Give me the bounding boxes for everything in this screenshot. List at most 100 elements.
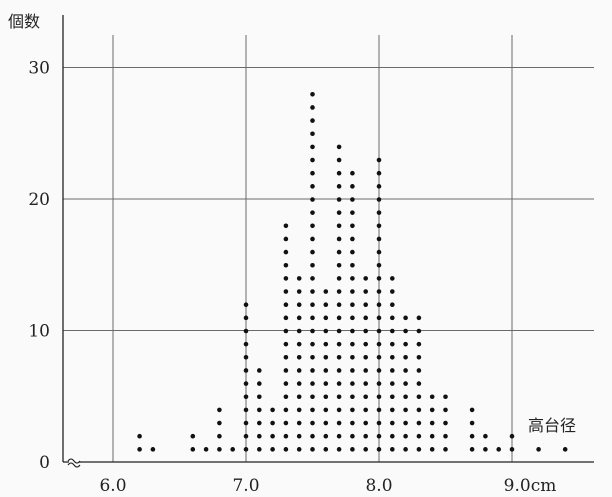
data-dot	[350, 184, 355, 189]
data-dot	[310, 302, 315, 308]
data-dot	[390, 447, 395, 452]
y-axis-title: 個数	[8, 12, 40, 31]
x-tick-label: 7.0	[232, 476, 259, 496]
data-dot	[416, 315, 422, 321]
data-dot	[296, 407, 302, 413]
data-dot	[376, 394, 382, 400]
data-dot	[363, 394, 369, 400]
data-dot	[283, 407, 289, 413]
data-dot	[310, 157, 315, 163]
data-dot	[416, 328, 422, 334]
data-dot	[323, 315, 329, 321]
data-dot	[243, 381, 249, 386]
data-dot	[257, 407, 262, 413]
data-dot	[376, 407, 382, 413]
data-dot	[416, 368, 422, 373]
data-dot	[350, 197, 355, 202]
data-dot	[350, 368, 355, 373]
data-dot	[283, 236, 289, 242]
data-dot	[336, 170, 342, 176]
data-dot	[283, 223, 289, 229]
data-dot	[376, 197, 382, 202]
data-dot	[283, 394, 289, 400]
data-dot	[336, 236, 342, 242]
data-dot	[310, 105, 315, 110]
data-dot	[336, 328, 342, 334]
data-dot	[443, 433, 448, 439]
data-dot	[363, 381, 369, 386]
data-dot	[203, 447, 209, 452]
data-dot	[350, 420, 355, 426]
data-dot	[469, 407, 475, 413]
x-axis-title: 高台径	[528, 416, 576, 435]
data-dot	[350, 381, 355, 386]
data-dot	[336, 447, 342, 452]
data-dot	[363, 420, 369, 426]
data-dot	[270, 447, 275, 452]
grid-layer	[63, 35, 594, 462]
data-dot	[310, 170, 315, 176]
data-dot	[536, 447, 541, 452]
data-dot	[336, 249, 342, 255]
x-tick-label: 9.0cm	[504, 476, 557, 496]
y-tick-label: 30	[28, 59, 50, 79]
data-dot	[283, 433, 289, 439]
data-dot	[403, 355, 408, 360]
data-dot	[496, 447, 502, 452]
data-dot	[283, 368, 289, 373]
data-dot	[310, 328, 315, 334]
data-dot	[403, 341, 408, 347]
data-dot	[562, 447, 568, 452]
data-dot	[323, 341, 329, 347]
data-dot	[350, 170, 355, 176]
data-dot	[350, 262, 355, 268]
data-dot	[376, 276, 382, 281]
data-dot	[443, 447, 448, 452]
data-dot	[443, 394, 448, 400]
data-dot	[283, 289, 289, 294]
data-dot	[243, 368, 249, 373]
data-dot	[429, 420, 435, 426]
data-dot	[376, 249, 382, 255]
data-dot	[363, 355, 369, 360]
data-dot	[296, 394, 302, 400]
data-dot	[403, 368, 408, 373]
data-dot	[283, 355, 289, 360]
data-dot	[217, 407, 222, 413]
y-tick-label: 0	[39, 453, 50, 473]
data-dot	[310, 315, 315, 321]
data-dot	[376, 381, 382, 386]
data-dot	[336, 157, 342, 163]
data-dot	[283, 315, 289, 321]
data-dot	[257, 381, 262, 386]
axis-break-mark	[67, 458, 81, 464]
data-dot	[310, 394, 315, 400]
data-dot	[283, 328, 289, 334]
data-dot	[296, 341, 302, 347]
data-dot	[150, 447, 156, 452]
data-dot	[403, 433, 408, 439]
data-dot	[336, 144, 342, 150]
data-dot	[296, 355, 302, 360]
data-dot	[376, 210, 382, 215]
data-dot	[350, 210, 355, 215]
data-dot	[350, 447, 355, 452]
data-dot	[376, 170, 382, 176]
data-dot	[336, 197, 342, 202]
data-dot	[416, 394, 422, 400]
data-dot	[376, 236, 382, 242]
dot-layer	[137, 92, 568, 452]
data-dot	[350, 236, 355, 242]
data-dot	[310, 381, 315, 386]
data-dot	[217, 447, 222, 452]
data-dot	[403, 394, 408, 400]
data-dot	[390, 315, 395, 321]
data-dot	[429, 407, 435, 413]
data-dot	[363, 302, 369, 308]
data-dot	[310, 223, 315, 229]
x-tick-label: 6.0	[99, 476, 126, 496]
data-dot	[310, 420, 315, 426]
data-dot	[443, 407, 448, 413]
data-dot	[390, 355, 395, 360]
data-dot	[283, 341, 289, 347]
